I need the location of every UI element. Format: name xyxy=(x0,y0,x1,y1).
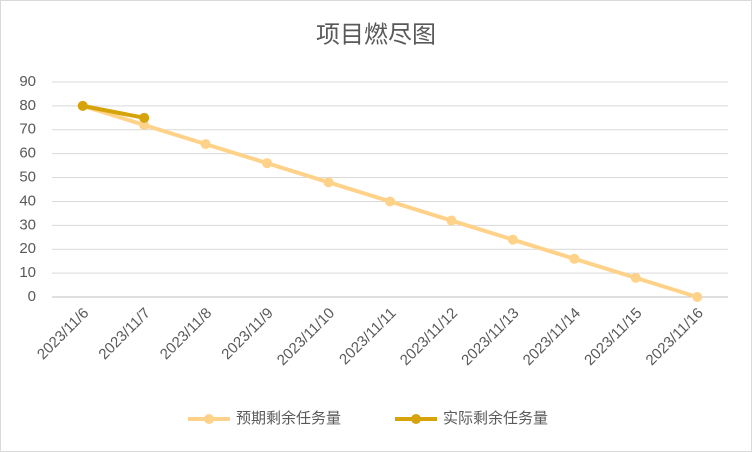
point xyxy=(446,215,457,226)
legend-label: 实际剩余任务量 xyxy=(443,409,548,427)
y-tick-label: 20 xyxy=(19,240,36,257)
y-tick-label: 30 xyxy=(19,216,36,233)
point xyxy=(507,234,518,245)
y-tick-label: 60 xyxy=(19,145,36,162)
point xyxy=(139,112,150,123)
point xyxy=(200,139,211,150)
point xyxy=(630,272,641,283)
y-tick-label: 80 xyxy=(19,97,36,114)
point xyxy=(77,100,88,111)
series-line xyxy=(82,103,145,120)
point xyxy=(139,120,150,130)
point xyxy=(569,253,580,264)
y-tick-label: 50 xyxy=(19,169,36,186)
legend-label: 预期剩余任务量 xyxy=(236,409,341,427)
y-tick-label: 40 xyxy=(19,192,36,209)
chart-title: 项目燃尽图 xyxy=(316,21,436,48)
y-tick-label: 10 xyxy=(19,264,36,281)
y-tick-label: 70 xyxy=(19,121,36,138)
point xyxy=(385,196,395,207)
point xyxy=(323,177,334,188)
legend-marker xyxy=(411,414,421,424)
y-tick-label: 90 xyxy=(19,73,36,90)
y-tick-label: 0 xyxy=(28,288,36,305)
point xyxy=(262,158,273,169)
legend-marker xyxy=(204,414,214,424)
point xyxy=(692,292,703,302)
